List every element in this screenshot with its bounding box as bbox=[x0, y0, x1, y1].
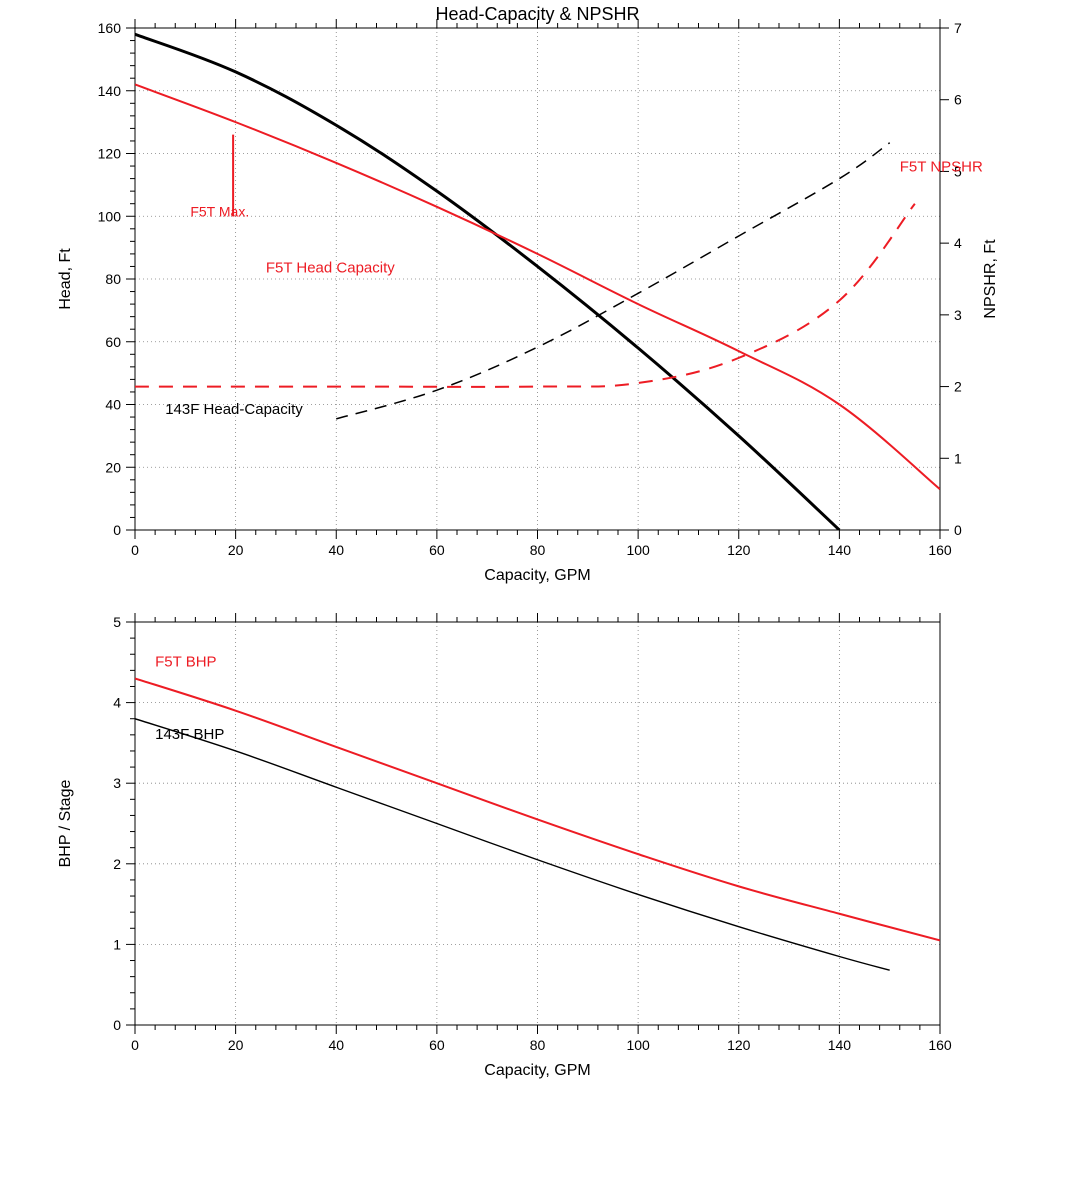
y-tick-label: 20 bbox=[105, 459, 121, 475]
series-label-bhp_143F: 143F BHP bbox=[155, 726, 224, 743]
chart-title: Head-Capacity & NPSHR bbox=[435, 4, 639, 24]
y-tick-label: 2 bbox=[113, 856, 121, 872]
x-tick-label: 60 bbox=[429, 1037, 445, 1053]
x-tick-label: 80 bbox=[530, 542, 546, 558]
y-tick-label: 100 bbox=[98, 208, 122, 224]
x-tick-label: 40 bbox=[328, 1037, 344, 1053]
yr-tick-label: 2 bbox=[954, 379, 962, 395]
x-tick-label: 160 bbox=[928, 542, 952, 558]
y-tick-label: 140 bbox=[98, 83, 122, 99]
series-label-bhp_F5T: F5T BHP bbox=[155, 653, 216, 670]
y-tick-label: 60 bbox=[105, 334, 121, 350]
x-tick-label: 20 bbox=[228, 1037, 244, 1053]
x-tick-label: 20 bbox=[228, 542, 244, 558]
y-tick-label: 0 bbox=[113, 522, 121, 538]
x-tick-label: 60 bbox=[429, 542, 445, 558]
yr-axis-label: NPSHR, Ft bbox=[982, 239, 999, 319]
x-tick-label: 120 bbox=[727, 1037, 751, 1053]
yr-tick-label: 0 bbox=[954, 522, 962, 538]
x-tick-label: 120 bbox=[727, 542, 751, 558]
x-tick-label: 100 bbox=[626, 1037, 650, 1053]
x-tick-label: 100 bbox=[626, 542, 650, 558]
x-tick-label: 140 bbox=[828, 1037, 852, 1053]
pump-curve-chart: 0204060801001201401600204060801001201401… bbox=[0, 0, 1090, 1184]
yr-tick-label: 6 bbox=[954, 92, 962, 108]
yr-tick-label: 7 bbox=[954, 20, 962, 36]
series-label-head_143F: 143F Head-Capacity bbox=[165, 401, 303, 418]
yr-tick-label: 3 bbox=[954, 307, 962, 323]
series-label-head_F5T: F5T Head Capacity bbox=[266, 260, 395, 277]
y-tick-label: 5 bbox=[113, 614, 121, 630]
y-tick-label: 1 bbox=[113, 936, 121, 952]
y-axis-label: BHP / Stage bbox=[57, 780, 74, 868]
x-tick-label: 140 bbox=[828, 542, 852, 558]
y-tick-label: 80 bbox=[105, 271, 121, 287]
y-axis-label: Head, Ft bbox=[57, 248, 74, 310]
yr-tick-label: 1 bbox=[954, 450, 962, 466]
y-tick-label: 40 bbox=[105, 397, 121, 413]
x-tick-label: 160 bbox=[928, 1037, 952, 1053]
y-tick-label: 4 bbox=[113, 695, 121, 711]
y-tick-label: 3 bbox=[113, 775, 121, 791]
x-tick-label: 0 bbox=[131, 1037, 139, 1053]
y-tick-label: 160 bbox=[98, 20, 122, 36]
x-tick-label: 40 bbox=[328, 542, 344, 558]
x-axis-label: Capacity, GPM bbox=[484, 1062, 590, 1079]
x-axis-label: Capacity, GPM bbox=[484, 567, 590, 584]
y-tick-label: 120 bbox=[98, 146, 122, 162]
yr-tick-label: 4 bbox=[954, 235, 962, 251]
x-tick-label: 80 bbox=[530, 1037, 546, 1053]
y-tick-label: 0 bbox=[113, 1017, 121, 1033]
series-label-npshr_F5T: F5T NPSHR bbox=[900, 158, 983, 175]
x-tick-label: 0 bbox=[131, 542, 139, 558]
marker-label-f5t_max_marker: F5T Max. bbox=[190, 203, 249, 219]
